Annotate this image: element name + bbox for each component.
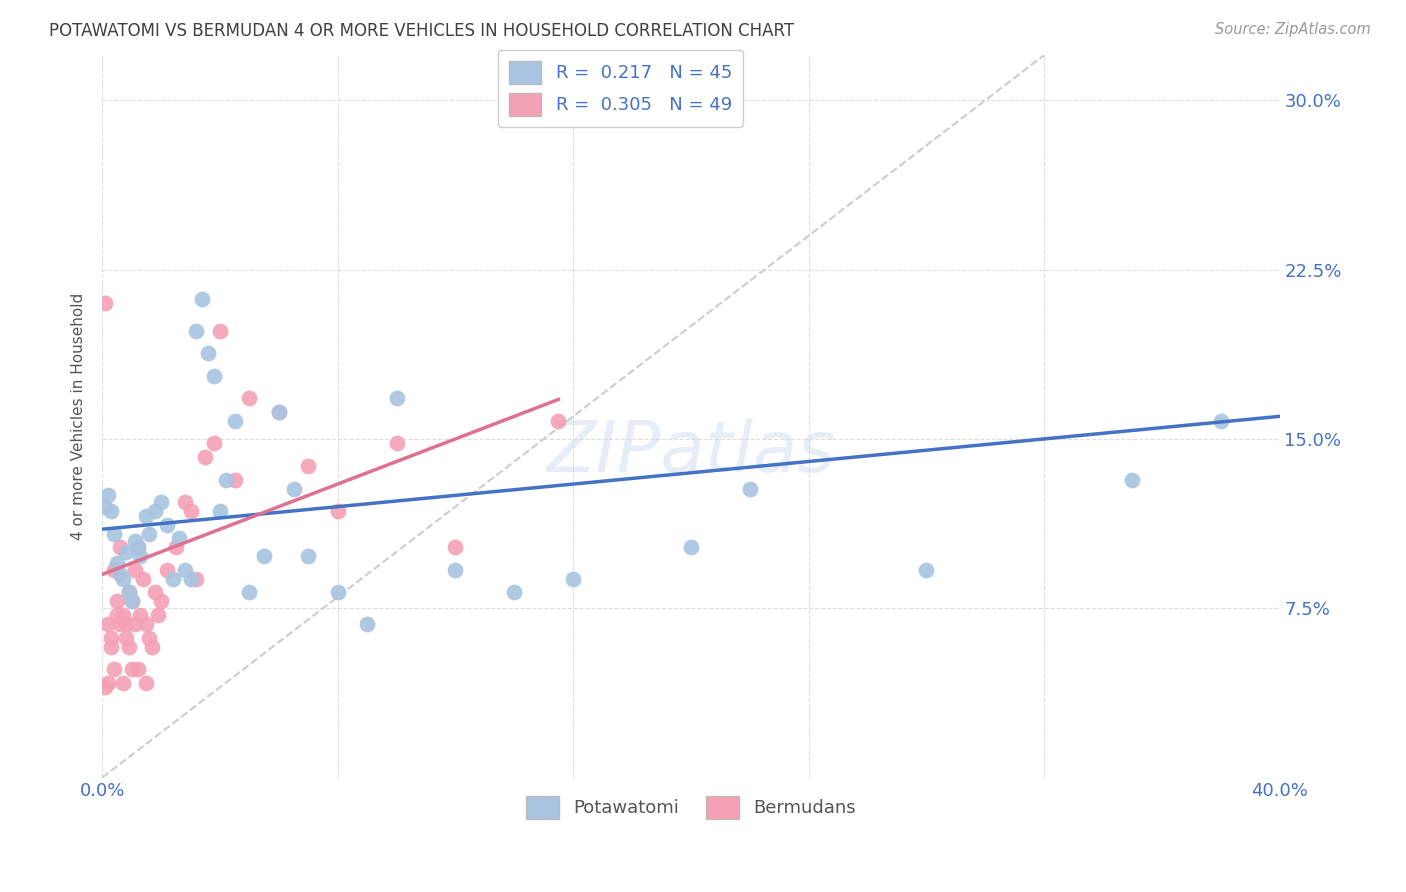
Point — [224, 414, 246, 428]
Point — [121, 662, 143, 676]
Point — [238, 585, 260, 599]
Point — [297, 458, 319, 473]
Point — [108, 541, 131, 555]
Point — [124, 563, 146, 577]
Point — [118, 585, 141, 599]
Point — [97, 675, 120, 690]
Point — [679, 541, 702, 555]
Point — [562, 572, 585, 586]
Point — [103, 526, 125, 541]
Point — [186, 324, 208, 338]
Point — [915, 563, 938, 577]
Point — [108, 567, 131, 582]
Point — [297, 549, 319, 564]
Text: POTAWATOMI VS BERMUDAN 4 OR MORE VEHICLES IN HOUSEHOLD CORRELATION CHART: POTAWATOMI VS BERMUDAN 4 OR MORE VEHICLE… — [49, 22, 794, 40]
Point — [156, 517, 179, 532]
Point — [97, 488, 120, 502]
Point — [253, 549, 276, 564]
Point — [283, 482, 305, 496]
Point — [156, 563, 179, 577]
Point — [202, 368, 225, 383]
Text: ZIPatlas: ZIPatlas — [547, 418, 835, 487]
Point — [127, 541, 149, 555]
Point — [143, 504, 166, 518]
Point — [127, 662, 149, 676]
Point — [738, 482, 761, 496]
Point — [179, 504, 201, 518]
Point — [224, 473, 246, 487]
Point — [118, 585, 141, 599]
Point — [267, 405, 290, 419]
Point — [103, 563, 125, 577]
Point — [173, 495, 195, 509]
Point — [105, 594, 128, 608]
Point — [162, 572, 184, 586]
Point — [179, 572, 201, 586]
Point — [167, 531, 190, 545]
Point — [356, 617, 378, 632]
Point — [121, 594, 143, 608]
Point — [105, 556, 128, 570]
Point — [186, 572, 208, 586]
Point — [165, 541, 187, 555]
Point — [444, 541, 467, 555]
Legend: Potawatomi, Bermudans: Potawatomi, Bermudans — [519, 789, 863, 826]
Text: Source: ZipAtlas.com: Source: ZipAtlas.com — [1215, 22, 1371, 37]
Point — [127, 541, 149, 555]
Point — [121, 594, 143, 608]
Point — [94, 680, 117, 694]
Point — [141, 640, 163, 654]
Point — [208, 324, 231, 338]
Point — [503, 585, 526, 599]
Point — [385, 392, 408, 406]
Point — [208, 504, 231, 518]
Point — [267, 405, 290, 419]
Point — [1121, 473, 1143, 487]
Point — [202, 436, 225, 450]
Point — [191, 292, 214, 306]
Point — [100, 640, 122, 654]
Point — [150, 594, 173, 608]
Point — [138, 631, 160, 645]
Point — [138, 526, 160, 541]
Point — [129, 549, 152, 564]
Point — [194, 450, 217, 464]
Point — [135, 617, 157, 632]
Point — [135, 508, 157, 523]
Point — [385, 436, 408, 450]
Point — [143, 585, 166, 599]
Point — [124, 617, 146, 632]
Point — [129, 607, 152, 622]
Point — [100, 504, 122, 518]
Point — [238, 392, 260, 406]
Point — [150, 495, 173, 509]
Point — [124, 533, 146, 548]
Point — [114, 631, 136, 645]
Point — [118, 640, 141, 654]
Point — [114, 617, 136, 632]
Point — [94, 296, 117, 310]
Point — [114, 545, 136, 559]
Point — [100, 631, 122, 645]
Point — [444, 563, 467, 577]
Point — [173, 563, 195, 577]
Point — [111, 572, 134, 586]
Point — [547, 414, 569, 428]
Point — [135, 675, 157, 690]
Point — [97, 617, 120, 632]
Point — [111, 607, 134, 622]
Y-axis label: 4 or more Vehicles in Household: 4 or more Vehicles in Household — [72, 293, 86, 540]
Point — [146, 607, 169, 622]
Point — [94, 500, 117, 514]
Point — [1209, 414, 1232, 428]
Point — [105, 607, 128, 622]
Point — [103, 662, 125, 676]
Point — [326, 585, 349, 599]
Point — [197, 346, 219, 360]
Point — [132, 572, 155, 586]
Point — [215, 473, 238, 487]
Point — [108, 617, 131, 632]
Point — [111, 675, 134, 690]
Point — [326, 504, 349, 518]
